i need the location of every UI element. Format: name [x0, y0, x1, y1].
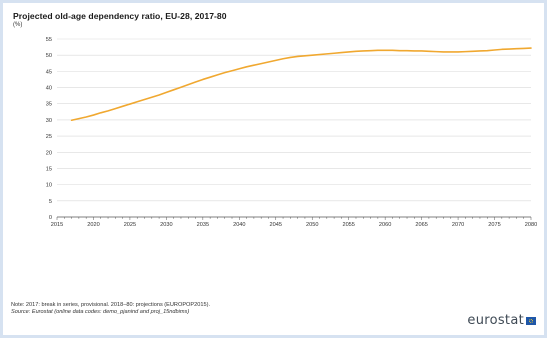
x-tick-label-2060: 2060 — [379, 222, 391, 228]
y-tick-label-0: 0 — [49, 215, 52, 221]
x-tick-label-2035: 2035 — [197, 222, 209, 228]
x-tick-label-2015: 2015 — [51, 222, 63, 228]
y-tick-label-50: 50 — [46, 53, 52, 59]
y-tick-label-25: 25 — [46, 134, 52, 140]
x-tick-label-2050: 2050 — [306, 222, 318, 228]
eu-flag-icon — [526, 316, 536, 325]
source-note: Source: Eurostat (online data codes: dem… — [11, 309, 190, 315]
chart-title: Projected old-age dependency ratio, EU-2… — [13, 11, 227, 21]
y-tick-label-35: 35 — [46, 102, 52, 108]
y-tick-label-45: 45 — [46, 69, 52, 75]
x-tick-label-2080: 2080 — [525, 222, 537, 228]
y-tick-label-15: 15 — [46, 166, 52, 172]
y-tick-label-40: 40 — [46, 86, 52, 92]
x-tick-label-2025: 2025 — [124, 222, 136, 228]
x-tick-label-2045: 2045 — [270, 222, 282, 228]
x-tick-label-2020: 2020 — [87, 222, 99, 228]
eurostat-logo: eurostat — [467, 313, 536, 328]
logo-wordmark: eurostat — [467, 313, 524, 328]
x-tick-label-2030: 2030 — [160, 222, 172, 228]
y-tick-label-55: 55 — [46, 37, 52, 43]
footnote: Note: 2017: break in series, provisional… — [11, 302, 210, 308]
x-tick-label-2055: 2055 — [342, 222, 354, 228]
y-tick-label-30: 30 — [46, 118, 52, 124]
x-tick-label-2065: 2065 — [415, 222, 427, 228]
series-line-0 — [70, 47, 532, 122]
x-tick-label-2070: 2070 — [452, 222, 464, 228]
y-axis-unit: (%) — [13, 22, 23, 28]
x-tick-label-2040: 2040 — [233, 222, 245, 228]
y-tick-label-10: 10 — [46, 183, 52, 189]
x-tick-label-2075: 2075 — [488, 222, 500, 228]
y-tick-label-20: 20 — [46, 150, 52, 156]
y-tick-label-5: 5 — [49, 199, 52, 205]
